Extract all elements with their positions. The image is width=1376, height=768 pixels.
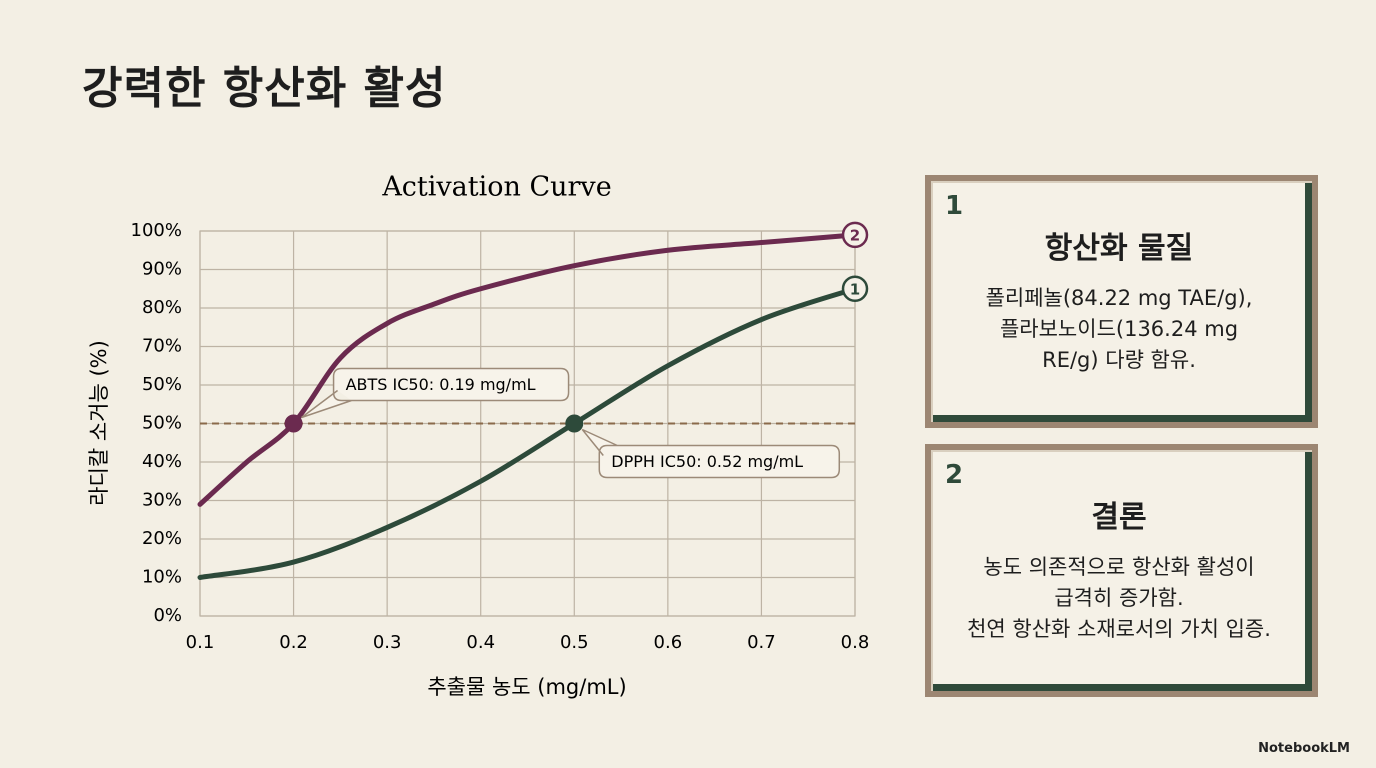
card-line: 폴리페놀(84.22 mg TAE/g), [985, 286, 1253, 310]
chart: Activation Curve 추출물 농도 (mg/mL) 라디칼 소거능 … [87, 172, 870, 700]
card-frame: 1 항산화 물질 폴리페놀(84.22 mg TAE/g), 플라보노이드(136… [931, 181, 1312, 422]
y-tick-label: 90% [142, 259, 182, 280]
y-tick-label: 10% [142, 567, 182, 588]
card-number: 1 [945, 191, 964, 221]
card-number: 2 [945, 460, 964, 490]
x-tick-label: 0.3 [373, 632, 402, 653]
card-body: 폴리페놀(84.22 mg TAE/g), 플라보노이드(136.24 mg RE/… [933, 283, 1305, 376]
end-marker [841, 221, 869, 249]
end-marker-label: 2 [850, 226, 860, 244]
card-line: 급격히 증가함. [1054, 586, 1184, 610]
y-tick-label: 100% [131, 220, 182, 241]
card: 1 항산화 물질 폴리페놀(84.22 mg TAE/g), 플라보노이드(136… [925, 175, 1318, 428]
x-tick-label: 0.8 [841, 632, 870, 653]
callout-box [301, 367, 570, 419]
y-axis-label: 라디칼 소거능 (%) [87, 340, 111, 506]
x-tick-label: 0.5 [560, 632, 589, 653]
card-line: RE/g) 다량 함유. [1042, 348, 1196, 372]
end-marker-label: 1 [850, 280, 860, 298]
x-tick-label: 0.6 [654, 632, 683, 653]
y-tick-label: 50% [142, 413, 182, 434]
y-tick-label: 40% [142, 451, 182, 472]
card-line: 플라보노이드(136.24 mg [999, 317, 1239, 341]
y-tick-label: 20% [142, 528, 182, 549]
end-marker [841, 275, 869, 302]
y-tick-label: 50% [142, 374, 182, 395]
footer: NotebookLM [1258, 741, 1350, 756]
x-tick-label: 0.7 [747, 632, 776, 653]
slide-title: 강력한 항산화 활성 [82, 63, 447, 114]
highlight-point [565, 414, 584, 433]
y-tick-label: 30% [142, 490, 182, 511]
y-tick-label: 0% [153, 605, 182, 626]
callout-box [581, 428, 841, 479]
x-tick-label: 0.2 [279, 632, 308, 653]
card-line: 천연 항산화 소재로서의 가치 입증. [967, 617, 1271, 641]
line-series [197, 286, 858, 580]
annotation: DPPH IC50: 0.52 mg/mL [611, 452, 803, 471]
x-axis-label: 추출물 농도 (mg/mL) [427, 675, 626, 699]
y-tick-label: 70% [142, 336, 182, 357]
chart-title: Activation Curve [381, 172, 611, 203]
annotation: ABTS IC50: 0.19 mg/mL [346, 375, 536, 394]
x-tick-label: 0.1 [186, 632, 215, 653]
highlight-point [284, 414, 303, 433]
card-title: 항산화 물질 [1044, 231, 1194, 266]
card-title: 결론 [1091, 500, 1147, 535]
x-tick-label: 0.4 [466, 632, 495, 653]
y-tick-label: 80% [142, 297, 182, 318]
card-line: 농도 의존적으로 항산화 활성이 [983, 555, 1255, 579]
